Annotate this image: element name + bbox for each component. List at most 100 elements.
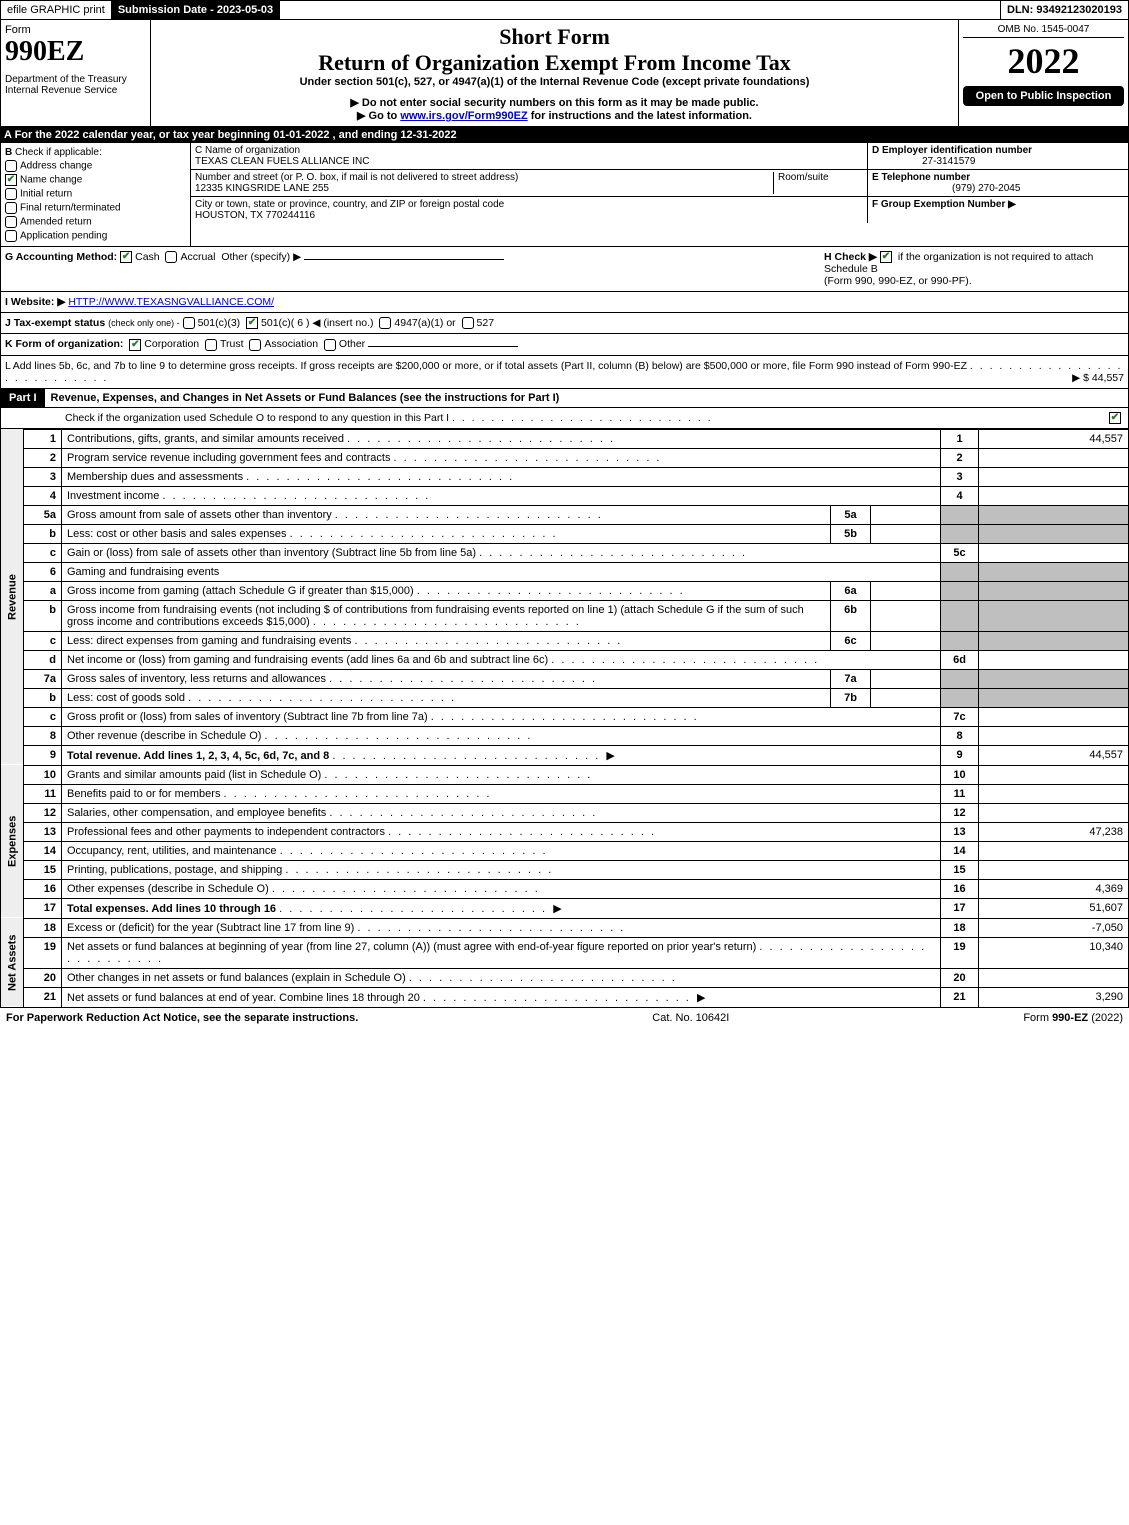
line-row-19: 19Net assets or fund balances at beginni… <box>1 937 1129 968</box>
line-label: 11 <box>941 784 979 803</box>
line-desc: Program service revenue including govern… <box>62 448 941 467</box>
line-row-16: 16Other expenses (describe in Schedule O… <box>1 879 1129 898</box>
line-row-1: Revenue1Contributions, gifts, grants, an… <box>1 429 1129 448</box>
other-specify-line[interactable] <box>304 259 504 260</box>
j-label: J Tax-exempt status <box>5 317 105 329</box>
line-number: 14 <box>24 841 62 860</box>
line-desc: Gross amount from sale of assets other t… <box>62 505 831 524</box>
section-label-revenue: Revenue <box>1 429 24 765</box>
j-4947-checkbox[interactable] <box>379 317 391 329</box>
b-checkbox-5[interactable] <box>5 230 17 242</box>
j-501c-checkbox[interactable] <box>246 317 258 329</box>
line-desc: Printing, publications, postage, and shi… <box>62 860 941 879</box>
topbar-spacer <box>280 1 1001 19</box>
other-label: Other (specify) ▶ <box>221 251 301 263</box>
city-value: HOUSTON, TX 770244116 <box>195 210 315 221</box>
line-desc: Less: direct expenses from gaming and fu… <box>62 631 831 650</box>
line-desc: Membership dues and assessments <box>62 467 941 486</box>
line-number: b <box>24 688 62 707</box>
title-main: Return of Organization Exempt From Incom… <box>155 50 954 76</box>
form-word: Form <box>5 24 146 36</box>
part1-tag: Part I <box>1 389 45 407</box>
line-amount: 51,607 <box>979 898 1129 918</box>
line-row-11: 11Benefits paid to or for members 11 <box>1 784 1129 803</box>
j-501c3-checkbox[interactable] <box>183 317 195 329</box>
line-desc: Gaming and fundraising events <box>62 562 941 581</box>
sub-amount <box>871 669 941 688</box>
gray-cell <box>941 631 979 650</box>
line-row-15: 15Printing, publications, postage, and s… <box>1 860 1129 879</box>
k-trust-checkbox[interactable] <box>205 339 217 351</box>
street-label: Number and street (or P. O. box, if mail… <box>195 172 518 183</box>
header-note-1: ▶ Do not enter social security numbers o… <box>155 96 954 109</box>
irs-link[interactable]: www.irs.gov/Form990EZ <box>400 110 527 122</box>
line-label: 9 <box>941 745 979 765</box>
c-city-row: City or town, state or province, country… <box>191 197 867 223</box>
j-501c3-label: 501(c)(3) <box>198 317 241 329</box>
j-block: J Tax-exempt status (check only one) - 5… <box>0 313 1129 334</box>
gray-cell <box>979 524 1129 543</box>
line-number: 8 <box>24 726 62 745</box>
l-text: L Add lines 5b, 6c, and 7b to line 9 to … <box>5 360 967 372</box>
line-label: 13 <box>941 822 979 841</box>
b-checkbox-4[interactable] <box>5 216 17 228</box>
k-other-line[interactable] <box>368 346 518 347</box>
line-row-9: 9Total revenue. Add lines 1, 2, 3, 4, 5c… <box>1 745 1129 765</box>
gray-cell <box>941 669 979 688</box>
line-row-4: 4Investment income 4 <box>1 486 1129 505</box>
d-label: D Employer identification number <box>872 145 1032 156</box>
gray-cell <box>941 562 979 581</box>
line-label: 16 <box>941 879 979 898</box>
b-checkbox-0[interactable] <box>5 160 17 172</box>
gray-cell <box>941 524 979 543</box>
h-text3: (Form 990, 990-EZ, or 990-PF). <box>824 275 972 287</box>
footer-left: For Paperwork Reduction Act Notice, see … <box>6 1012 358 1024</box>
part1-check-label: Check if the organization used Schedule … <box>65 412 449 424</box>
phone-value: (979) 270-2045 <box>872 183 1020 194</box>
footer-mid: Cat. No. 10642I <box>652 1012 729 1024</box>
k-corp-checkbox[interactable] <box>129 339 141 351</box>
part1-check-dots <box>452 412 713 424</box>
line-amount <box>979 467 1129 486</box>
gray-cell <box>979 631 1129 650</box>
b-label-4: Amended return <box>20 217 92 228</box>
page-footer: For Paperwork Reduction Act Notice, see … <box>0 1008 1129 1028</box>
sub-amount <box>871 631 941 650</box>
h-checkbox[interactable] <box>880 251 892 263</box>
line-amount: 47,238 <box>979 822 1129 841</box>
line-desc: Other revenue (describe in Schedule O) <box>62 726 941 745</box>
line-number: 4 <box>24 486 62 505</box>
line-desc: Total expenses. Add lines 10 through 16 … <box>62 898 941 918</box>
dept-line-2: Internal Revenue Service <box>5 85 146 96</box>
sub-label: 7a <box>831 669 871 688</box>
submission-date: Submission Date - 2023-05-03 <box>112 1 280 19</box>
accrual-checkbox[interactable] <box>165 251 177 263</box>
line-number: 15 <box>24 860 62 879</box>
line-label: 5c <box>941 543 979 562</box>
line-label: 7c <box>941 707 979 726</box>
b-item-2: Initial return <box>5 188 186 200</box>
website-link[interactable]: HTTP://WWW.TEXASNGVALLIANCE.COM/ <box>68 296 274 308</box>
line-desc: Less: cost or other basis and sales expe… <box>62 524 831 543</box>
line-label: 12 <box>941 803 979 822</box>
b-checkbox-3[interactable] <box>5 202 17 214</box>
gray-cell <box>979 688 1129 707</box>
line-row-c: cGross profit or (loss) from sales of in… <box>1 707 1129 726</box>
b-item-5: Application pending <box>5 230 186 242</box>
b-checkbox-2[interactable] <box>5 188 17 200</box>
k-assoc-label: Association <box>264 338 318 350</box>
j-527-checkbox[interactable] <box>462 317 474 329</box>
part1-schedule-o-checkbox[interactable] <box>1109 412 1121 424</box>
b-label-3: Final return/terminated <box>20 203 121 214</box>
line-number: 5a <box>24 505 62 524</box>
gh-block: G Accounting Method: Cash Accrual Other … <box>0 247 1129 292</box>
b-checkbox-1[interactable] <box>5 174 17 186</box>
b-label-0: Address change <box>20 161 92 172</box>
e-label: E Telephone number <box>872 172 970 183</box>
f-row: F Group Exemption Number ▶ <box>868 197 1128 212</box>
omb-number: OMB No. 1545-0047 <box>963 24 1124 38</box>
k-assoc-checkbox[interactable] <box>249 339 261 351</box>
line-label: 4 <box>941 486 979 505</box>
k-other-checkbox[interactable] <box>324 339 336 351</box>
cash-checkbox[interactable] <box>120 251 132 263</box>
